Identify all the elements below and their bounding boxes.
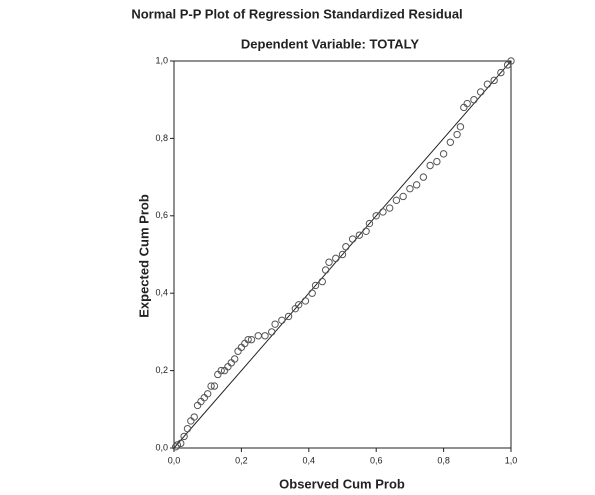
point [272, 321, 278, 327]
point [309, 290, 315, 296]
chart-subtitle: Dependent Variable: TOTALY [241, 36, 420, 51]
point [393, 197, 399, 203]
point [427, 162, 433, 168]
y-tick-label: 1,0 [155, 55, 168, 65]
point [188, 418, 194, 424]
point [184, 425, 190, 431]
point [228, 360, 234, 366]
point [400, 193, 406, 199]
y-tick-label: 0,8 [155, 133, 168, 143]
point [255, 333, 261, 339]
chart: Normal P-P Plot of Regression Standardiz… [0, 0, 595, 495]
point [333, 255, 339, 261]
y-tick-label: 0,0 [155, 442, 168, 452]
point [262, 333, 268, 339]
point [380, 209, 386, 215]
point [407, 186, 413, 192]
point [269, 329, 275, 335]
chart-title: Normal P-P Plot of Regression Standardiz… [131, 6, 462, 21]
y-tick-label: 0,6 [155, 210, 168, 220]
x-tick-label: 0,6 [370, 455, 383, 465]
point [471, 97, 477, 103]
point [205, 391, 211, 397]
point [194, 402, 200, 408]
point [215, 371, 221, 377]
point [279, 317, 285, 323]
y-tick-label: 0,2 [155, 365, 168, 375]
point [326, 259, 332, 265]
point [191, 414, 197, 420]
point [343, 244, 349, 250]
x-tick-label: 0,8 [437, 455, 450, 465]
point [238, 344, 244, 350]
point [225, 364, 231, 370]
point [434, 158, 440, 164]
point [349, 236, 355, 242]
x-tick-label: 0,2 [235, 455, 248, 465]
point [231, 356, 237, 362]
x-tick-label: 0,4 [303, 455, 316, 465]
point [464, 100, 470, 106]
point [461, 104, 467, 110]
x-axis-title: Observed Cum Prob [279, 476, 405, 491]
point [447, 139, 453, 145]
point [413, 182, 419, 188]
point [322, 267, 328, 273]
x-tick-label: 1,0 [505, 455, 518, 465]
x-tick-label: 0,0 [168, 455, 181, 465]
point [235, 348, 241, 354]
point [420, 174, 426, 180]
point [242, 340, 248, 346]
y-tick-label: 0,4 [155, 288, 168, 298]
point [440, 151, 446, 157]
point [302, 298, 308, 304]
point [457, 124, 463, 130]
point [198, 398, 204, 404]
point [201, 394, 207, 400]
point [484, 81, 490, 87]
point [386, 205, 392, 211]
point [454, 131, 460, 137]
y-axis-title: Expected Cum Prob [136, 194, 151, 318]
point [477, 89, 483, 95]
point [363, 228, 369, 234]
reference-line [174, 61, 511, 448]
point [319, 278, 325, 284]
